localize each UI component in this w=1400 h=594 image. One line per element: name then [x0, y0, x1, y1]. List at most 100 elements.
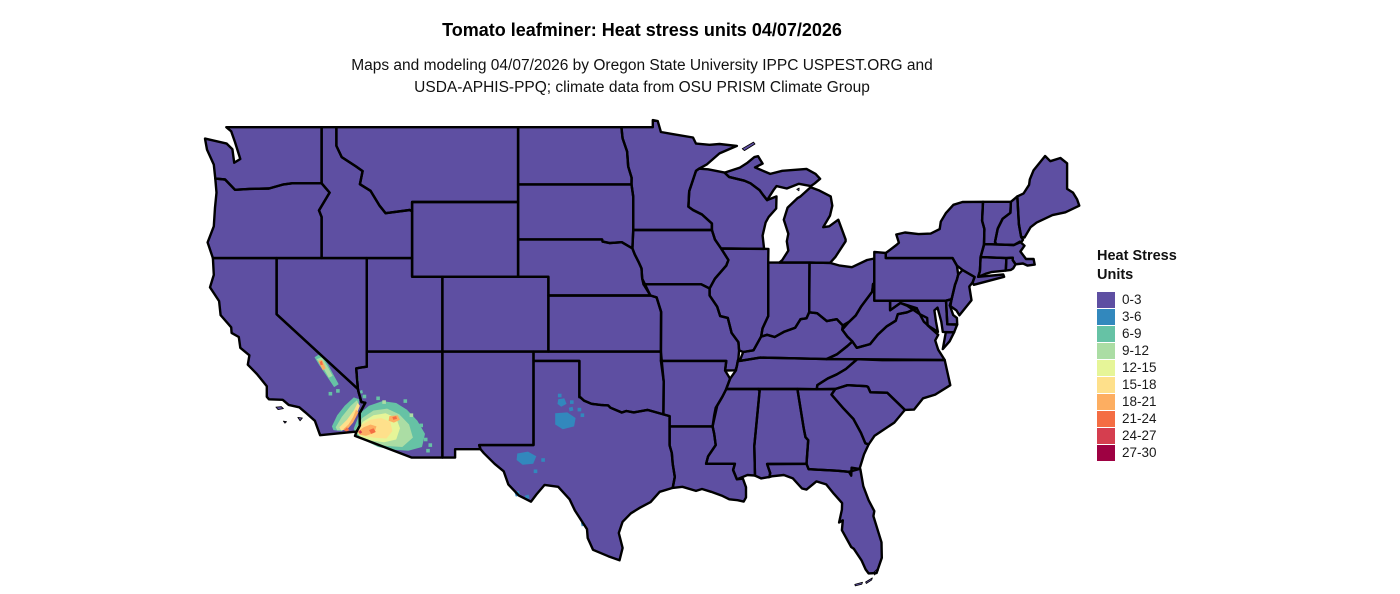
legend-row: 9-12 — [1097, 342, 1177, 359]
legend-title-line-1: Heat Stress — [1097, 248, 1177, 264]
subtitle-line-1: Maps and modeling 04/07/2026 by Oregon S… — [351, 57, 933, 74]
state-border-nj — [948, 268, 976, 317]
state-border-va — [825, 307, 946, 362]
heat-speck-0 — [423, 437, 428, 442]
state-fill-ne — [518, 239, 651, 296]
legend-row: 15-18 — [1097, 376, 1177, 393]
state-fill-vt — [982, 201, 1011, 245]
heat-speck-10 — [409, 413, 414, 417]
legend-row: 3-6 — [1097, 308, 1177, 325]
state-fill-sd — [518, 184, 634, 249]
legend-label: 0-3 — [1122, 292, 1142, 307]
state-border-milp — [778, 186, 847, 265]
legend: Heat Stress Units 0-3 3-6 6-9 9-12 12-15… — [1097, 247, 1177, 461]
legend-label: 9-12 — [1122, 343, 1150, 358]
legend-swatch — [1097, 291, 1115, 308]
heat-blob-17 — [319, 360, 323, 365]
state-fill-ms — [706, 389, 760, 480]
state-fill-ny — [885, 201, 1005, 285]
state-fill-ca — [210, 258, 366, 436]
legend-row: 27-30 — [1097, 444, 1177, 461]
heat-blob-8 — [358, 430, 363, 434]
heat-blob-11 — [339, 403, 360, 431]
state-fill-id — [319, 127, 413, 259]
state-border-tx — [478, 359, 676, 562]
state-fill-fl — [767, 463, 882, 574]
legend-label: 18-21 — [1122, 394, 1157, 409]
subtitle: Maps and modeling 04/07/2026 by Oregon S… — [0, 55, 1284, 99]
legend-label: 3-6 — [1122, 309, 1142, 324]
heat-speck-3 — [403, 399, 408, 403]
heat-speck-1 — [428, 443, 433, 447]
state-fill-nd — [518, 127, 632, 185]
state-border-me — [1016, 154, 1081, 239]
state-fill-ct — [978, 257, 1007, 277]
state-fill-in — [761, 262, 810, 337]
island-1 — [297, 417, 303, 422]
state-fill-wa — [205, 127, 322, 190]
state-fill-ma — [980, 241, 1035, 266]
state-fill-co — [442, 276, 549, 352]
heat-speck-6 — [328, 391, 333, 396]
heat-blob-22 — [568, 406, 574, 412]
heat-speck-4 — [376, 396, 380, 401]
legend-swatch — [1097, 376, 1115, 393]
heat-speck-15 — [580, 413, 585, 417]
state-border-fl — [765, 462, 883, 575]
heat-blob-7 — [392, 416, 397, 420]
state-fill-wi — [688, 168, 777, 249]
legend-label: 24-27 — [1122, 428, 1157, 443]
legend-label: 15-18 — [1122, 377, 1157, 392]
legend-row: 18-21 — [1097, 393, 1177, 410]
state-fill-ks — [548, 295, 662, 352]
state-fill-ut — [366, 258, 443, 352]
state-fill-pa — [874, 251, 959, 301]
island-4 — [865, 577, 873, 584]
state-fill-ga — [797, 389, 869, 472]
island-0 — [275, 406, 284, 410]
island-6 — [741, 141, 756, 151]
heat-blob-20 — [555, 412, 576, 430]
state-fill-tx — [479, 360, 675, 561]
state-border-ct — [977, 255, 1008, 278]
state-border-vaes — [941, 331, 956, 351]
heat-blob-10 — [335, 400, 360, 431]
legend-swatch — [1097, 342, 1115, 359]
state-fill-al — [754, 389, 809, 479]
heat-speck-5 — [362, 394, 367, 399]
heat-blob-21 — [557, 398, 567, 407]
state-border-az — [353, 350, 444, 459]
heat-speck-11 — [557, 393, 562, 398]
legend-row: 12-15 — [1097, 359, 1177, 376]
legend-row: 24-27 — [1097, 427, 1177, 444]
state-fill-nm — [442, 351, 534, 458]
heat-speck-12 — [570, 400, 574, 404]
state-fill-tn — [726, 357, 858, 390]
legend-items: 0-3 3-6 6-9 9-12 12-15 15-18 18-21 21-24… — [1097, 291, 1177, 461]
state-fill-ok — [533, 351, 664, 415]
heat-speck-16 — [541, 458, 545, 462]
state-fill-or — [207, 178, 330, 259]
state-fill-me — [1017, 156, 1080, 238]
state-border-miup — [723, 155, 822, 202]
heat-speck-13 — [533, 469, 538, 474]
legend-label: 21-24 — [1122, 411, 1157, 426]
state-fill-mn — [621, 120, 737, 230]
state-fill-wv — [842, 283, 917, 348]
state-fill-oh — [809, 258, 875, 326]
island-2 — [283, 420, 287, 424]
legend-label: 6-9 — [1122, 326, 1142, 341]
heat-blob-23 — [516, 451, 537, 465]
state-fill-miup — [724, 156, 821, 201]
heat-speck-9 — [382, 400, 386, 404]
legend-swatch — [1097, 427, 1115, 444]
legend-row: 6-9 — [1097, 325, 1177, 342]
island-7 — [796, 187, 800, 192]
state-fill-il — [709, 248, 769, 352]
legend-swatch — [1097, 393, 1115, 410]
legend-title-line-2: Units — [1097, 267, 1134, 283]
subtitle-line-2: USDA-APHIS-PPQ; climate data from OSU PR… — [414, 79, 870, 96]
state-fill-ky — [739, 312, 853, 361]
